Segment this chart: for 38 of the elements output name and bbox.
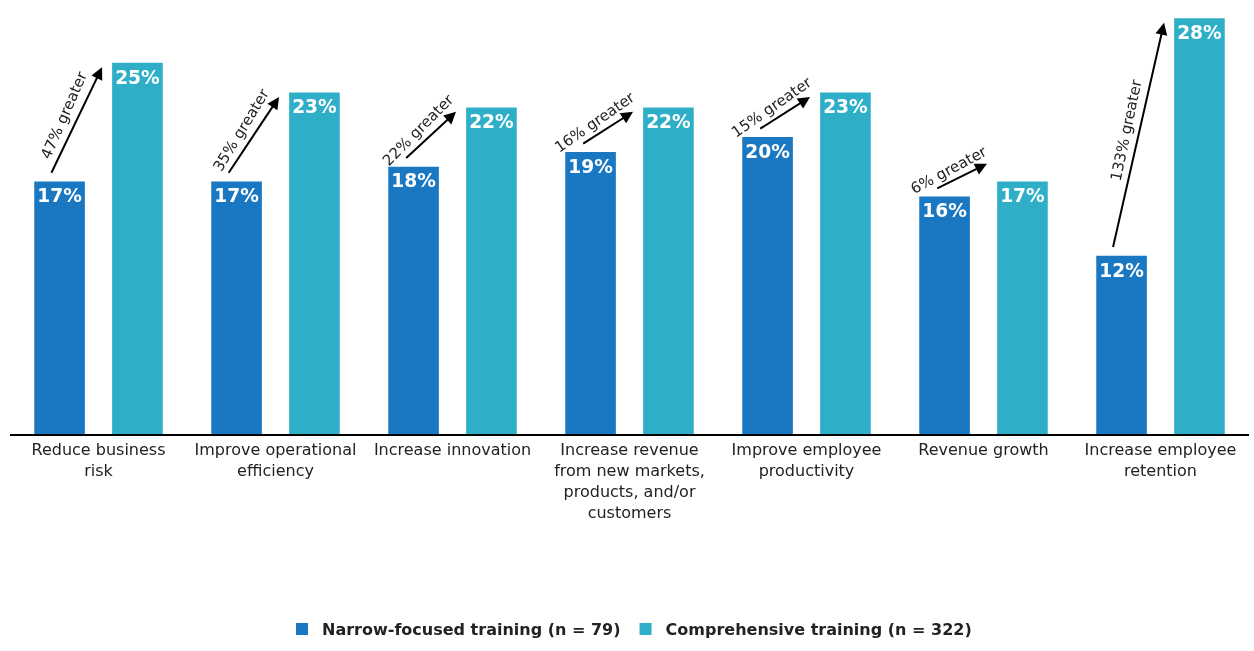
data-label: 17% xyxy=(1000,185,1046,207)
bar xyxy=(919,196,970,434)
data-label: 22% xyxy=(646,111,692,133)
x-tick-label: Increase employee retention xyxy=(1084,440,1237,480)
data-label: 20% xyxy=(745,140,791,162)
bar xyxy=(289,92,340,434)
data-label: 17% xyxy=(37,185,83,207)
x-tick-label: Reduce business risk xyxy=(31,440,166,480)
data-label: 25% xyxy=(115,66,161,88)
data-label: 16% xyxy=(922,200,968,222)
data-label: 23% xyxy=(823,96,869,118)
data-label: 18% xyxy=(391,170,437,192)
bar xyxy=(466,107,517,434)
data-label: 12% xyxy=(1099,259,1145,281)
bar xyxy=(211,181,262,434)
bar xyxy=(112,62,163,434)
bar xyxy=(742,137,793,434)
bar xyxy=(34,181,85,434)
x-tick-label: Increase revenue from new markets, products, and/or customers xyxy=(554,440,705,522)
bar xyxy=(388,166,439,434)
x-tick-label: Revenue growth xyxy=(918,440,1049,460)
data-label: 22% xyxy=(469,111,515,133)
bar xyxy=(1174,18,1225,434)
data-label: 19% xyxy=(568,155,614,177)
data-label: 17% xyxy=(214,185,260,207)
bar xyxy=(997,181,1048,434)
legend-label: Narrow-focused training (n = 79) xyxy=(322,620,621,640)
x-tick-label: Improve employee productivity xyxy=(731,440,882,480)
data-label: 23% xyxy=(292,96,338,118)
legend-label: Comprehensive training (n = 322) xyxy=(665,620,972,640)
x-tick-label: Increase innovation xyxy=(373,440,532,460)
x-tick-label: Improve operational efficiency xyxy=(194,440,357,480)
bar xyxy=(643,107,694,434)
annotation: 133% greater xyxy=(1106,77,1146,183)
bar xyxy=(565,151,616,434)
data-label: 28% xyxy=(1177,22,1223,44)
bar xyxy=(1096,255,1147,434)
bar xyxy=(820,92,871,434)
